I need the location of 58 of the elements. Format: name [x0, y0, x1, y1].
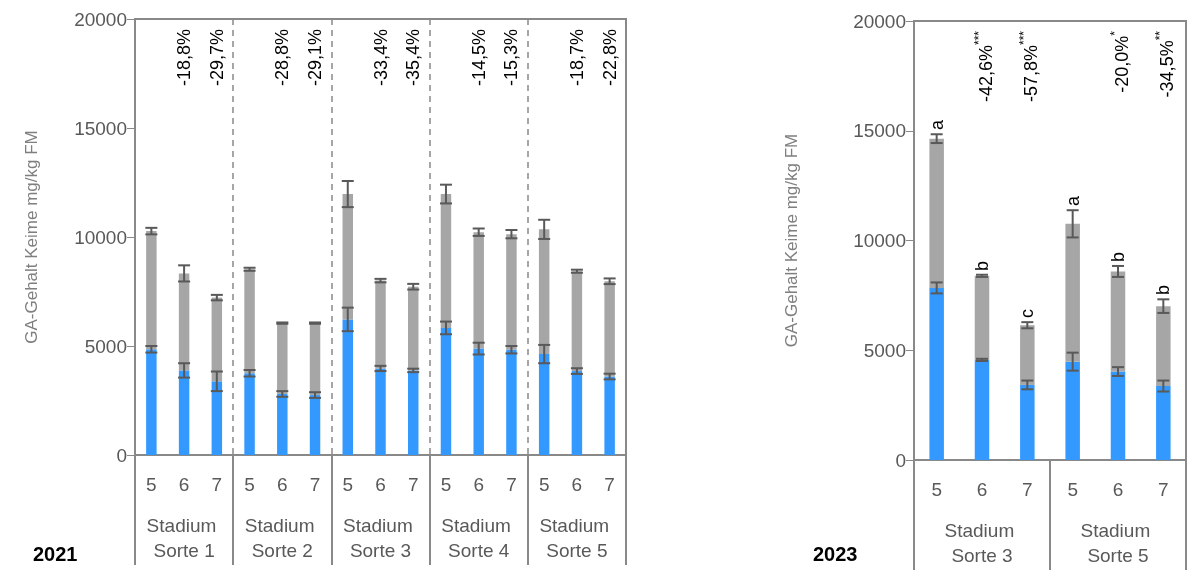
y-tick-label: 0 — [116, 444, 127, 466]
x-tick-label: 5 — [1067, 479, 1078, 500]
x-tick-label: 7 — [309, 474, 321, 495]
text: Stadium Sorte 2 — [244, 515, 320, 561]
x-tick-label: 5 — [146, 474, 157, 495]
x-tick-label: 6 — [571, 474, 583, 495]
annotation: b — [1153, 285, 1174, 296]
x-tick-label: 6 — [976, 479, 988, 500]
x-tick-label: 7 — [211, 474, 223, 495]
annotation: -29,1% — [305, 29, 326, 87]
annotation: -18,8% — [174, 29, 195, 87]
x-tick-label: 7 — [506, 474, 517, 495]
y-axis-title: GA-Gehalt Keime mg/kg FM — [22, 130, 41, 344]
annotation: -33,4% — [370, 29, 391, 87]
annotation: a — [1062, 196, 1083, 207]
x-tick-label: 5 — [538, 474, 550, 495]
text: Stadium Sorte 5 — [1080, 520, 1156, 566]
text: 2023 — [813, 543, 858, 565]
annotation: a — [926, 120, 947, 131]
annotation: -29,7% — [206, 29, 227, 87]
x-tick-label: 6 — [375, 474, 386, 495]
y-tick-label: 10000 — [74, 226, 127, 248]
y-axis-title: GA-Gehalt Keime mg/kg FM — [782, 133, 801, 348]
annotation: -22,8% — [599, 29, 620, 87]
text: Stadium Sorte 4 — [441, 515, 517, 561]
text: 2021 — [33, 543, 78, 565]
annotation: -15,3% — [501, 29, 522, 87]
y-tick-label: 5000 — [863, 339, 906, 361]
annotation: c — [1017, 309, 1038, 319]
annotation: b — [1108, 251, 1128, 262]
y-tick-label: 20000 — [853, 10, 906, 32]
x-tick-label: 5 — [244, 474, 255, 495]
x-tick-label: 5 — [342, 474, 354, 495]
x-tick-label: 5 — [931, 479, 942, 500]
annotation: -28,8% — [272, 29, 293, 87]
annotation: b — [972, 260, 992, 271]
annotation: -14,5% — [468, 29, 489, 87]
x-tick-label: 7 — [604, 474, 615, 495]
x-tick-label: 7 — [1022, 479, 1033, 500]
x-tick-label: 6 — [473, 474, 484, 495]
x-tick-label: 6 — [277, 474, 288, 495]
y-tick-label: 5000 — [84, 335, 127, 357]
x-tick-label: 7 — [1158, 479, 1169, 500]
annotation: -18,7% — [566, 29, 587, 87]
x-tick-label: 6 — [1112, 479, 1124, 500]
x-tick-label: 5 — [440, 474, 452, 495]
annotation: -35,4% — [403, 29, 424, 87]
x-tick-label: 6 — [178, 474, 190, 495]
text: Stadium Sorte 1 — [146, 515, 222, 561]
x-tick-label: 7 — [407, 474, 419, 495]
y-tick-label: 15000 — [853, 120, 906, 142]
y-tick-label: 0 — [895, 449, 906, 471]
y-tick-label: 10000 — [853, 230, 906, 251]
y-tick-label: 15000 — [74, 117, 127, 139]
text: Stadium Sorte 3 — [343, 515, 418, 561]
y-tick-label: 20000 — [74, 8, 127, 30]
text: Stadium Sorte 3 — [944, 520, 1020, 566]
text: Stadium Sorte 5 — [539, 515, 615, 561]
